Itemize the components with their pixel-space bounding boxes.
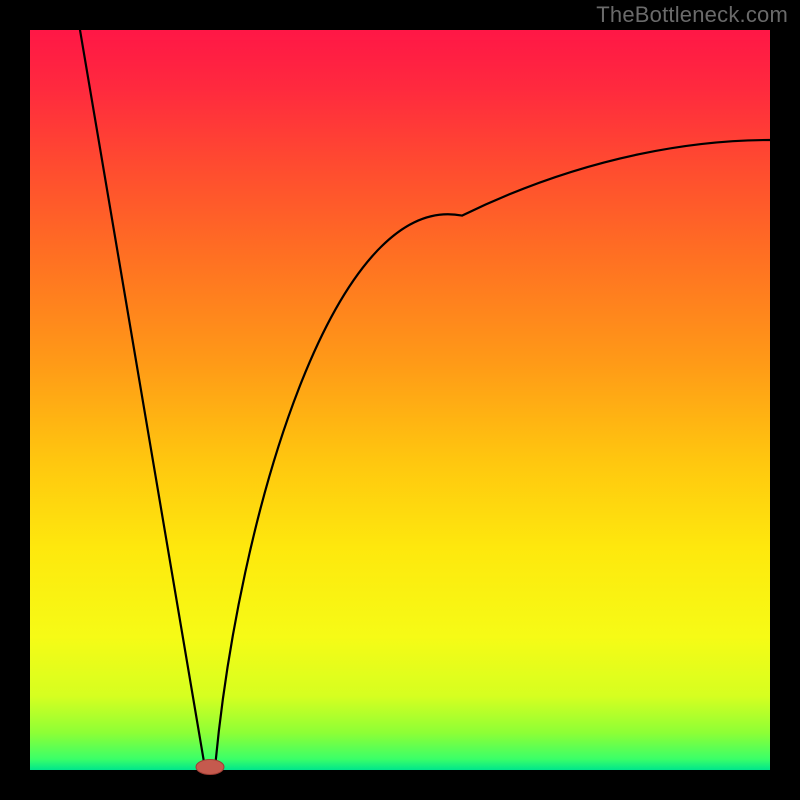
watermark-text: TheBottleneck.com [596, 2, 788, 28]
optimal-point-marker [196, 760, 224, 775]
chart-container: TheBottleneck.com [0, 0, 800, 800]
bottleneck-chart [0, 0, 800, 800]
plot-area [30, 30, 770, 770]
